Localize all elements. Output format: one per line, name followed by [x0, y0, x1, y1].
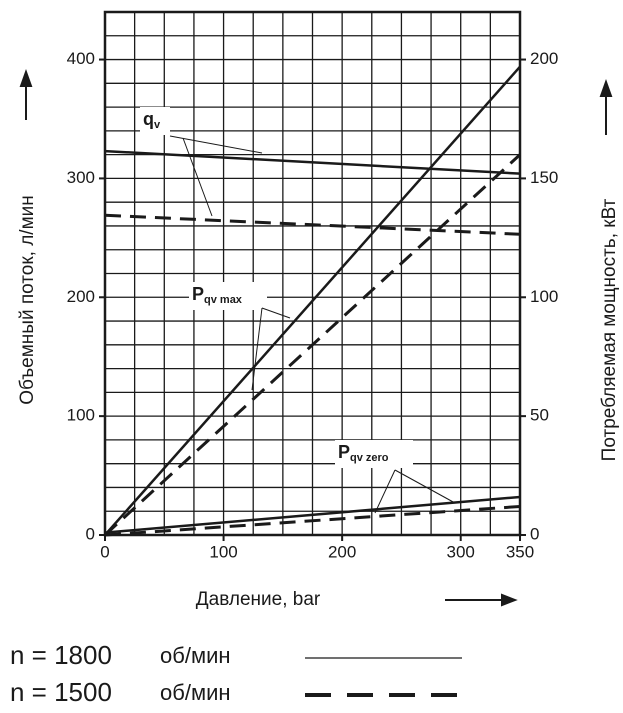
y2-axis-label: Потребляемая мощность, кВт	[599, 198, 620, 461]
x-axis-label: Давление, bar	[196, 589, 321, 610]
legend-unit: об/мин	[160, 643, 231, 668]
series-line	[104, 149, 521, 175]
y-tick-label: 200	[67, 287, 95, 306]
leader-line	[394, 469, 456, 504]
annotation-bg	[335, 440, 413, 468]
annotation-text: q	[143, 109, 154, 129]
y2-tick-label: 100	[530, 287, 558, 306]
x-tick-label: 350	[506, 542, 534, 561]
y2-tick-label: 0	[530, 524, 539, 543]
leader-line	[169, 135, 263, 154]
annotation-bg	[189, 282, 267, 310]
x-tick-label: 0	[100, 542, 109, 561]
legend-unit: об/мин	[160, 680, 231, 705]
annotation-sub: v	[154, 119, 161, 131]
y2-tick-label: 150	[530, 168, 558, 187]
annotation: qv	[143, 109, 161, 131]
annotation: Pqv max	[192, 284, 243, 306]
x-tick-label: 200	[328, 542, 356, 561]
series-line	[104, 504, 521, 537]
series-line	[104, 65, 521, 536]
leader-line	[251, 307, 263, 391]
leader-line	[182, 137, 213, 217]
leader-line	[261, 307, 291, 319]
annotation: Pqv zero	[338, 442, 389, 464]
annotation-bg	[140, 107, 170, 135]
y-tick-label: 100	[67, 406, 95, 425]
annotation-text: P	[338, 442, 350, 462]
plot-frame	[103, 10, 522, 537]
series-line	[103, 153, 522, 537]
y-tick-label: 300	[67, 168, 95, 187]
y2-tick-label: 50	[530, 406, 549, 425]
y-tick-label: 0	[86, 524, 95, 543]
annotation-text: P	[192, 284, 204, 304]
series-line	[104, 213, 521, 236]
y-tick-label: 400	[67, 49, 95, 68]
y2-tick-label: 200	[530, 49, 558, 68]
legend-label: n = 1500	[10, 677, 112, 707]
series-line	[104, 495, 521, 534]
y-axis-label: Объемный поток, л/мин	[17, 195, 38, 404]
x-tick-label: 300	[447, 542, 475, 561]
arrows	[19, 69, 613, 607]
legend-label: n = 1800	[10, 640, 112, 670]
annotation-sub: qv max	[204, 294, 243, 306]
annotation-sub: qv zero	[350, 452, 389, 464]
x-tick-label: 100	[209, 542, 237, 561]
leader-line	[374, 469, 396, 514]
